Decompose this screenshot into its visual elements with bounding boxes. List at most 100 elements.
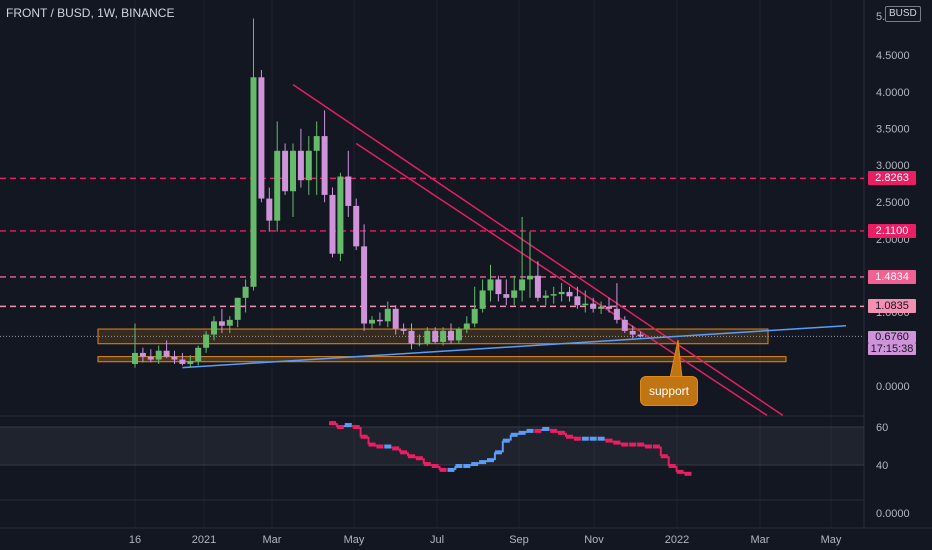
indicator-step-32 xyxy=(581,436,589,441)
level-label-2-1100: 2.1100 xyxy=(868,224,916,238)
indicator-step-38 xyxy=(629,442,637,447)
price-tick-3: 3.0000 xyxy=(876,160,910,172)
candle-body-16 xyxy=(258,77,265,199)
candle-body-40 xyxy=(448,330,454,341)
indicator-step-5 xyxy=(368,442,376,447)
indicator-band xyxy=(0,427,864,465)
candle-body-61 xyxy=(613,308,620,320)
indicator-step-22 xyxy=(502,438,510,443)
candle-body-26 xyxy=(337,176,344,254)
time-label-4: Jul xyxy=(430,534,444,546)
candle-body-62 xyxy=(621,319,628,331)
indicator-step-43 xyxy=(668,464,676,468)
indicator-step-33 xyxy=(589,436,597,441)
candle-body-27 xyxy=(345,176,352,206)
indicator-step-7 xyxy=(384,444,392,449)
indicator-step-39 xyxy=(637,442,645,447)
candle-body-47 xyxy=(503,294,510,298)
candle-body-24 xyxy=(321,136,328,195)
indicator-step-40 xyxy=(645,444,652,449)
candle-body-41 xyxy=(455,328,462,341)
candle-body-1 xyxy=(139,352,146,357)
candle-body-23 xyxy=(313,136,320,151)
price-tick-1: 4.0000 xyxy=(876,87,910,99)
candle-body-5 xyxy=(171,356,178,360)
indicator-step-8 xyxy=(392,446,400,451)
indicator-step-42 xyxy=(660,454,668,459)
candle-body-32 xyxy=(384,308,391,322)
lower-zone-box xyxy=(97,356,787,363)
candle-body-53 xyxy=(550,294,557,296)
candle-body-39 xyxy=(440,330,447,342)
trendline-0 xyxy=(292,84,784,417)
price-tick-9: 0.0000 xyxy=(876,381,910,393)
candle-body-64 xyxy=(637,334,644,337)
candle-body-63 xyxy=(629,330,636,335)
grid-lines xyxy=(0,0,932,529)
support-callout: support xyxy=(640,376,698,406)
price-tick-2: 3.5000 xyxy=(876,124,910,136)
candle-body-49 xyxy=(519,279,526,291)
time-label-7: 2022 xyxy=(665,534,689,546)
candle-body-28 xyxy=(353,205,360,247)
indicator-step-24 xyxy=(518,430,526,435)
level-label-1-4834: 1.4834 xyxy=(868,270,916,284)
indicator-step-15 xyxy=(447,467,455,472)
candle-body-60 xyxy=(606,306,612,309)
countdown-label: 17:15:38 xyxy=(868,343,916,355)
resistance-levels xyxy=(0,177,864,337)
indicator-tick-1: 40 xyxy=(876,460,888,472)
candle-body-2 xyxy=(147,356,154,360)
time-label-3: May xyxy=(344,534,365,546)
candle-body-11 xyxy=(218,321,225,326)
indicator-step-17 xyxy=(463,464,471,468)
candle-body-38 xyxy=(432,330,439,342)
indicator-step-16 xyxy=(455,464,463,468)
indicator-step-34 xyxy=(597,436,605,441)
time-label-0: 16 xyxy=(129,534,141,546)
candle-body-54 xyxy=(558,291,565,295)
candle-body-52 xyxy=(542,295,549,298)
support-trendline xyxy=(182,324,847,369)
candle-body-43 xyxy=(471,308,478,324)
candle-body-15 xyxy=(250,77,257,287)
candle-body-20 xyxy=(290,150,296,192)
price-tick-0: 4.5000 xyxy=(876,50,910,62)
candle-body-55 xyxy=(566,291,573,297)
current-price-label: 0.6760 xyxy=(868,331,916,343)
time-label-1: 2021 xyxy=(192,534,216,546)
indicator-step-45 xyxy=(684,471,692,476)
candle-body-42 xyxy=(463,323,470,329)
indicator-step-36 xyxy=(613,440,621,445)
level-label-1-0835: 1.0835 xyxy=(868,299,916,313)
indicator-step-19 xyxy=(479,460,487,465)
indicator-step-9 xyxy=(400,450,408,455)
indicator-step-0 xyxy=(329,421,336,426)
candle-body-18 xyxy=(274,150,281,221)
candle-body-14 xyxy=(242,286,249,298)
candle-body-4 xyxy=(163,350,170,357)
chart-title: FRONT / BUSD, 1W, BINANCE xyxy=(6,6,175,20)
time-label-5: Sep xyxy=(509,534,529,546)
indicator-step-28 xyxy=(550,428,558,433)
candle-body-25 xyxy=(329,194,336,254)
indicator-step-18 xyxy=(471,462,479,467)
indicator-step-12 xyxy=(423,462,431,467)
candle-body-57 xyxy=(582,303,589,306)
candle-body-22 xyxy=(305,150,312,181)
trend-lines xyxy=(182,84,847,417)
candle-body-30 xyxy=(369,319,375,324)
indicator-step-3 xyxy=(352,425,360,429)
lower-axis-tick: 0.0000 xyxy=(876,508,910,520)
indicator-step-6 xyxy=(376,444,384,449)
indicator-step-25 xyxy=(526,428,534,433)
indicator-step-21 xyxy=(494,450,502,455)
indicator-step-37 xyxy=(621,442,629,447)
currency-badge[interactable]: BUSD xyxy=(885,6,921,22)
indicator-step-27 xyxy=(542,426,550,431)
indicator-step-44 xyxy=(676,469,684,474)
candle-body-59 xyxy=(598,306,605,309)
time-label-2: Mar xyxy=(263,534,282,546)
candle-body-35 xyxy=(408,330,415,344)
